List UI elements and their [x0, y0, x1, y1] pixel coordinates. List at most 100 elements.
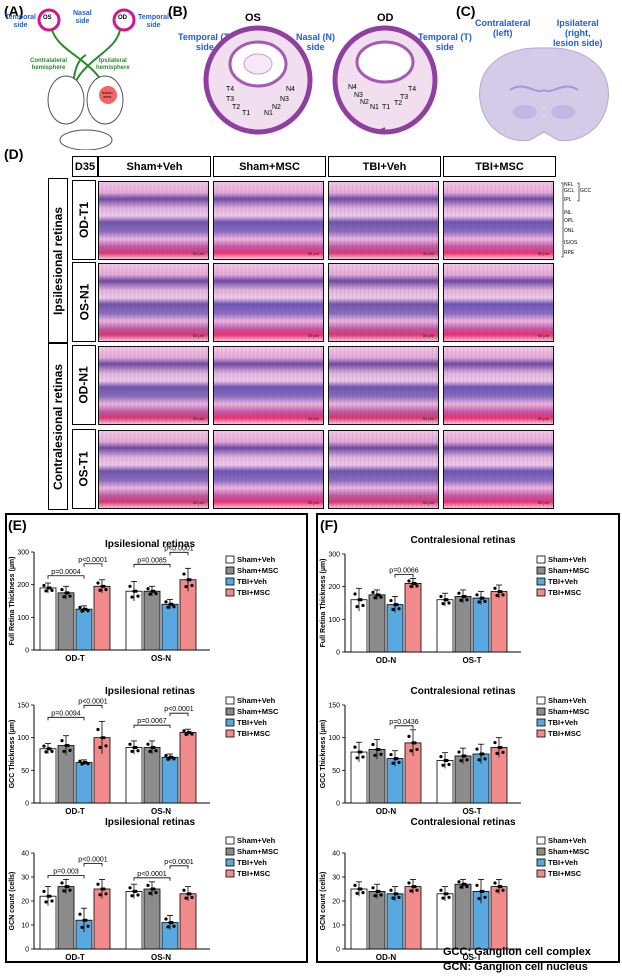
- layer-label: NFL: [564, 182, 574, 188]
- data-point: [361, 603, 365, 608]
- legend-label: TBI+MSC: [548, 729, 582, 738]
- data-point: [407, 734, 411, 738]
- p-value-label: p=0.003: [53, 868, 79, 875]
- panel-e-box: [5, 513, 308, 963]
- bar: [490, 886, 508, 950]
- data-point: [86, 924, 90, 928]
- legend-label: TBI+MSC: [237, 588, 271, 597]
- x-tick-label: OS-N: [151, 654, 171, 663]
- panel-label-f: (F): [320, 517, 338, 533]
- os-region-labels: T4 T3 T2 T1 N1 N2 N3 N4: [206, 56, 310, 128]
- data-point: [190, 583, 194, 588]
- data-point: [134, 589, 138, 593]
- y-tick-label: 0: [336, 947, 340, 954]
- y-tick-label: 0: [336, 650, 340, 657]
- layer-label: OPL: [564, 218, 575, 224]
- legend-swatch: [225, 836, 235, 845]
- scale-bar-label: 50 µm: [192, 500, 204, 505]
- histology-image: 50 µm: [98, 263, 209, 342]
- data-point: [373, 753, 377, 757]
- legend-label: TBI+MSC: [548, 869, 582, 878]
- os-region: N1: [264, 110, 273, 117]
- row-label-od-t1: OD-T1: [72, 180, 96, 260]
- legend-label: Sham+Veh: [237, 696, 276, 705]
- os-region: T3: [226, 96, 235, 103]
- os-region: N2: [272, 104, 281, 111]
- x-tick-label: OS-N: [151, 807, 171, 816]
- data-point: [170, 602, 174, 606]
- scale-bar-label: 50 µm: [192, 333, 204, 338]
- bar: [75, 762, 93, 804]
- p-value-label: p=0.0067: [137, 718, 166, 725]
- layer-label: ONL: [564, 228, 575, 234]
- data-point: [415, 584, 419, 588]
- data-point: [84, 760, 88, 765]
- footnote-gcn: GCN: Ganglion cell nucleus: [443, 961, 588, 973]
- y-tick-label: 20: [332, 899, 340, 906]
- legend-swatch: [225, 588, 235, 597]
- layer-label: IS/OS: [564, 240, 578, 246]
- os-region: N3: [280, 96, 289, 103]
- data-point: [465, 885, 469, 889]
- legend-swatch: [536, 847, 546, 856]
- legend-swatch: [225, 555, 235, 564]
- scale-bar-label: 50 µm: [192, 251, 204, 256]
- y-tick-label: 200: [17, 582, 29, 589]
- bar: [472, 597, 490, 653]
- legend-label: TBI+MSC: [237, 869, 271, 878]
- od-region: T1: [382, 104, 391, 111]
- y-tick-label: 30: [332, 875, 340, 882]
- data-point: [136, 749, 140, 753]
- data-point: [413, 885, 417, 889]
- bar: [143, 888, 161, 950]
- y-tick-label: 150: [328, 703, 340, 710]
- os-region: T1: [242, 110, 251, 117]
- chart-title: Contralesional retinas: [410, 817, 515, 828]
- legend-label: TBI+Veh: [548, 577, 578, 586]
- data-point: [172, 605, 176, 609]
- bar: [404, 583, 422, 653]
- data-point: [439, 888, 443, 892]
- data-point: [80, 925, 84, 930]
- y-tick-label: 100: [328, 735, 340, 742]
- data-point: [154, 749, 158, 753]
- data-point: [359, 887, 363, 891]
- data-point: [68, 748, 72, 753]
- data-point: [409, 749, 413, 753]
- data-point: [457, 880, 461, 884]
- data-point: [50, 588, 54, 592]
- data-point: [188, 730, 192, 735]
- data-point: [152, 589, 156, 593]
- data-point: [136, 594, 140, 598]
- data-point: [481, 889, 485, 894]
- bar: [179, 732, 197, 804]
- data-point: [170, 755, 174, 759]
- brain-ipsi-label: Ipsilateral (right, lesion side): [553, 18, 603, 48]
- p-value-label: p<0.0001: [78, 856, 107, 863]
- legend-label: Sham+MSC: [237, 847, 279, 856]
- data-point: [389, 598, 393, 603]
- brain-contra-label: Contralateral (left): [475, 18, 531, 38]
- data-point: [501, 750, 505, 754]
- data-point: [80, 762, 84, 766]
- data-point: [409, 889, 413, 893]
- data-point: [407, 579, 411, 583]
- schematic-ipsi-hemisphere: Ipsilateral hemisphere: [96, 58, 130, 71]
- legend-label: TBI+Veh: [548, 858, 578, 867]
- histology-image: 50 µm: [443, 181, 554, 260]
- bar: [350, 888, 368, 950]
- bar: [368, 594, 386, 653]
- layer-label: INL: [564, 210, 572, 216]
- data-point: [377, 593, 381, 597]
- chart-title: Ipsilesional retinas: [105, 817, 195, 828]
- group-header: TBI+Veh: [328, 156, 441, 177]
- data-point: [439, 755, 443, 759]
- bar: [57, 592, 75, 651]
- legend-label: TBI+MSC: [548, 588, 582, 597]
- legend-swatch: [225, 729, 235, 738]
- data-point: [44, 900, 48, 904]
- significance-bracket: [47, 575, 85, 579]
- bar: [404, 886, 422, 950]
- data-point: [445, 892, 449, 896]
- section-nasal: Nasal (N) side: [296, 32, 336, 52]
